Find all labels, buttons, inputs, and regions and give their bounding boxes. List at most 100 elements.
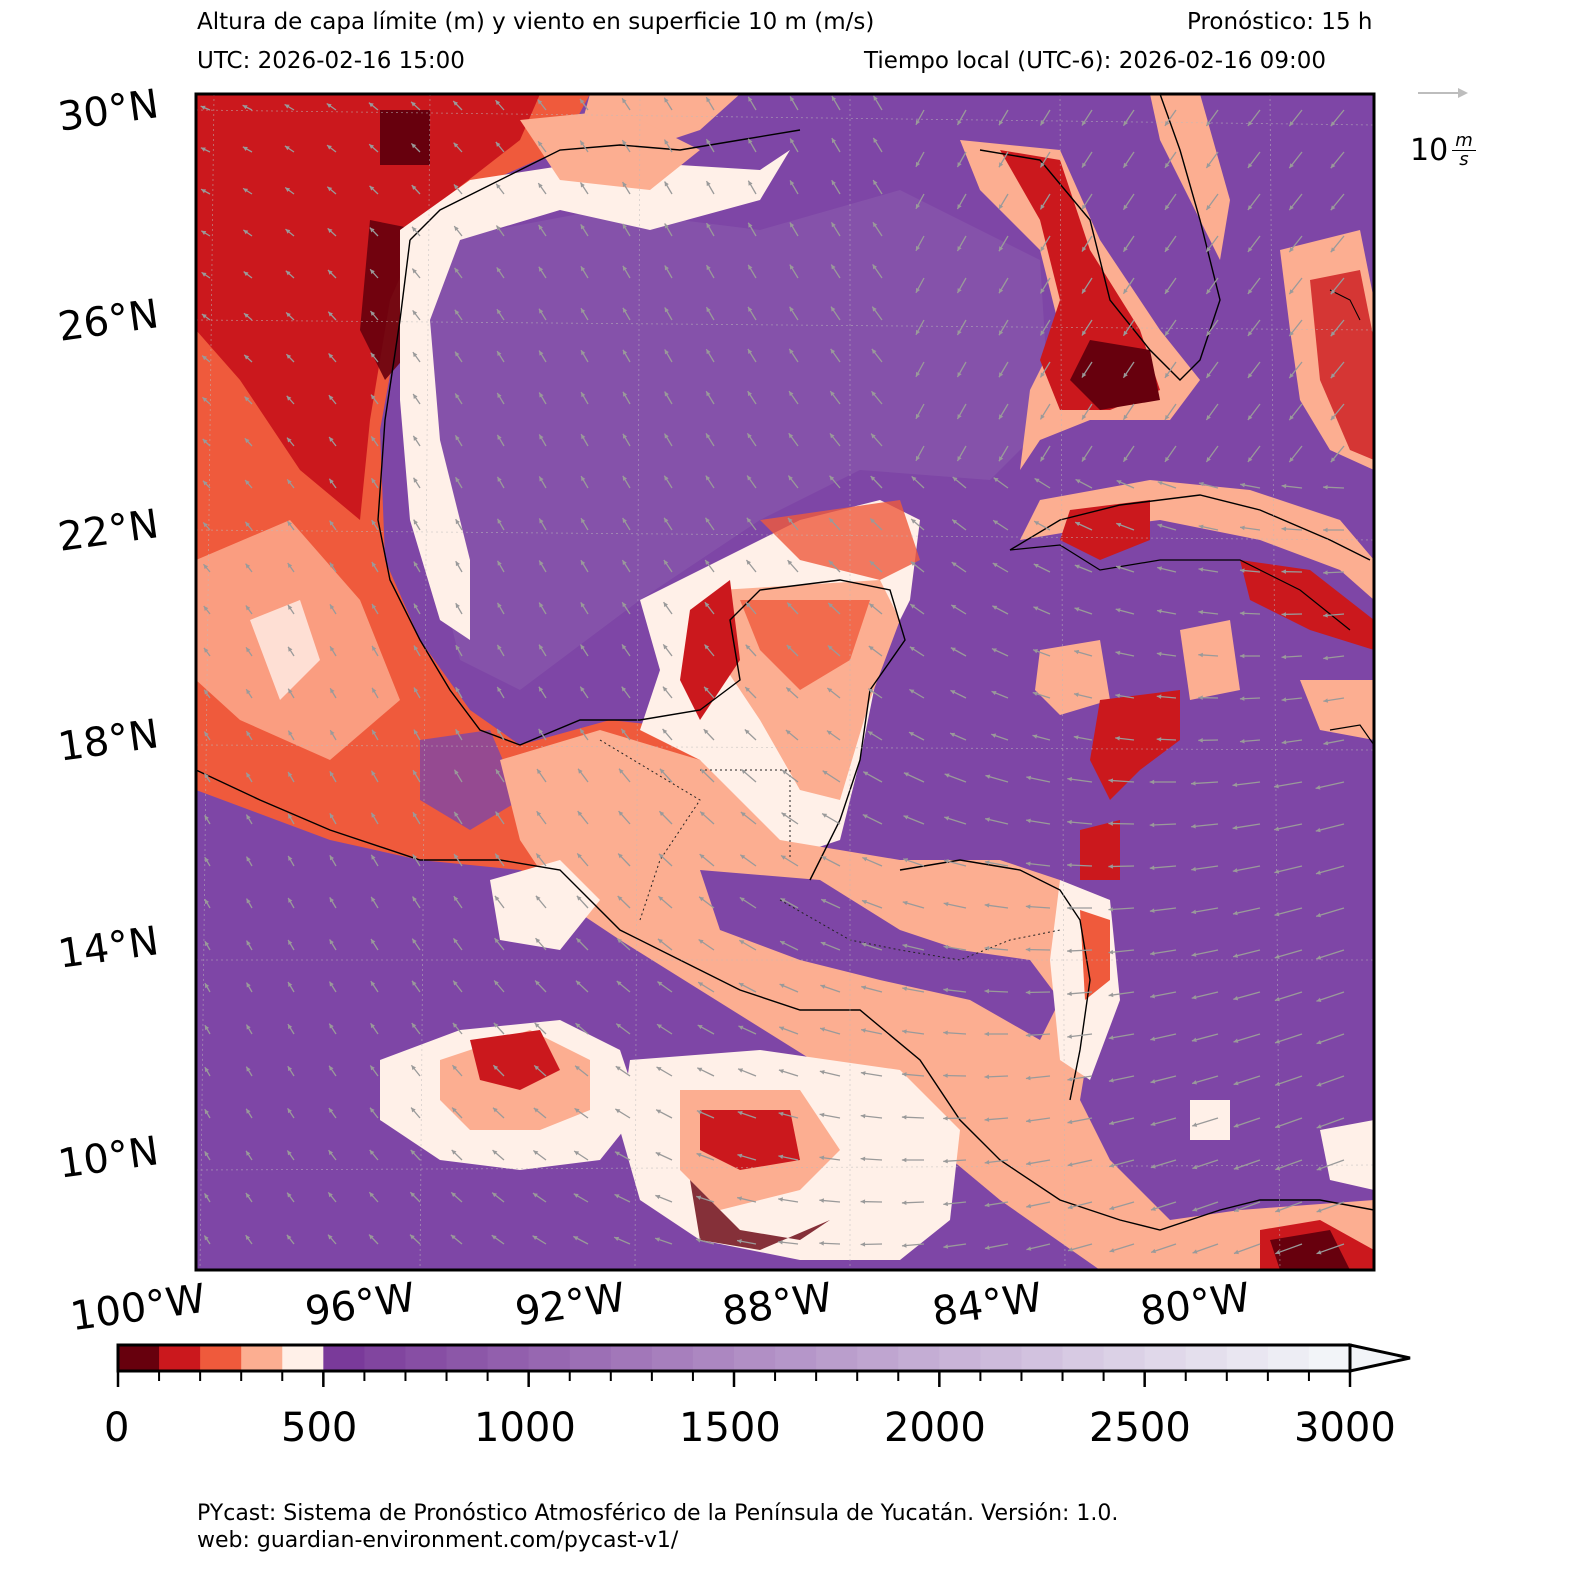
- wind-vector-head: [1123, 330, 1128, 336]
- colorbar-band: [610, 1345, 653, 1371]
- wind-vector-head: [819, 1112, 825, 1118]
- wind-vector-head: [1115, 736, 1120, 741]
- wind-vector-head: [901, 1072, 907, 1077]
- wind-vector-head: [706, 433, 711, 439]
- wind-vector-head: [539, 434, 544, 440]
- wind-vector-head: [909, 689, 915, 694]
- wind-vector-head: [1239, 653, 1245, 659]
- wind-vector-head: [901, 1243, 907, 1248]
- wind-vector-head: [737, 1153, 743, 1159]
- wind-vector-head: [371, 520, 376, 526]
- wind-vector-head: [1074, 564, 1080, 569]
- wind-vector-head: [495, 811, 500, 817]
- wind-vector-head: [861, 985, 867, 990]
- wind-vector-head: [985, 817, 990, 822]
- wind-vector-head: [1123, 456, 1128, 462]
- wind-vector-head: [1149, 822, 1155, 828]
- wind-vector-head: [1164, 414, 1170, 420]
- wind-vector-head: [1275, 1208, 1281, 1213]
- wind-vector-head: [1067, 948, 1072, 954]
- wind-vector-head: [492, 1192, 498, 1198]
- wind-vector-head: [957, 120, 962, 126]
- wind-vector-head: [412, 896, 417, 902]
- wind-vector-head: [910, 604, 916, 609]
- wind-vector-head: [659, 768, 665, 774]
- wind-vector-head: [453, 142, 459, 148]
- wind-vector-head: [1033, 649, 1038, 654]
- wind-vector-head: [370, 352, 376, 358]
- wind-vector-head: [288, 982, 293, 988]
- wind-key-arrow: [1418, 88, 1468, 98]
- wind-vector-head: [1198, 481, 1204, 487]
- boundary-layer-field: [196, 94, 1374, 1270]
- wind-vector: [1275, 1201, 1303, 1213]
- wind-vector-head: [497, 351, 502, 357]
- wind-vector-head: [1206, 163, 1211, 168]
- wind-vector-head: [329, 1065, 334, 1071]
- wind-vector-head: [748, 264, 753, 270]
- wind-vector-head: [706, 265, 711, 271]
- wind-vector-head: [1233, 996, 1239, 1001]
- wind-vector-head: [245, 605, 251, 611]
- wind-vector-head: [496, 309, 502, 315]
- wind-vector-head: [494, 938, 500, 944]
- wind-vector-head: [1164, 288, 1170, 294]
- wind-vector-head: [985, 774, 991, 779]
- wind-vector-head: [786, 645, 792, 650]
- wind-vector-head: [1040, 204, 1045, 210]
- wind-vector-head: [829, 518, 834, 523]
- wind-vector-head: [915, 119, 921, 125]
- wind-vector-head: [204, 689, 209, 695]
- wind-vector: [1275, 1159, 1303, 1171]
- colorbar-band: [159, 1345, 201, 1371]
- wind-vector-head: [244, 396, 250, 402]
- wind-vector-head: [580, 644, 585, 650]
- wind-vector-head: [1233, 1207, 1239, 1212]
- wind-vector-head: [621, 728, 626, 734]
- wind-vector-head: [984, 1031, 989, 1037]
- wind-vector-head: [204, 857, 209, 863]
- wind-vector-head: [862, 814, 868, 819]
- wind-vector-head: [779, 1026, 785, 1031]
- colorbar-band: [118, 1345, 160, 1371]
- wind-vector-head: [203, 606, 209, 611]
- wind-vector-head: [746, 517, 752, 523]
- wind-vector-head: [706, 307, 711, 313]
- wind-vector-head: [789, 306, 794, 312]
- wind-vector-head: [580, 560, 586, 566]
- wind-vector-head: [943, 901, 949, 907]
- wind-vector-head: [455, 351, 460, 357]
- wind-vector-head: [1067, 1119, 1073, 1125]
- wind-vector-head: [454, 853, 459, 859]
- wind-vector-head: [536, 768, 542, 774]
- wind-vector-head: [656, 1109, 662, 1114]
- wind-vector-head: [867, 731, 873, 736]
- wind-vector-head: [614, 1194, 620, 1199]
- colorbar-band: [939, 1345, 981, 1371]
- wind-vector-head: [455, 645, 460, 651]
- wind-vector-head: [1239, 739, 1245, 744]
- wind-vector-head: [1123, 204, 1128, 210]
- colorbar-band: [487, 1345, 530, 1371]
- wind-vector-head: [998, 330, 1004, 336]
- wind-vector-head: [580, 602, 586, 608]
- wind-vector-head: [992, 605, 998, 610]
- wind-vector-head: [576, 938, 582, 944]
- wind-vector-head: [1281, 526, 1287, 532]
- wind-vector-head: [329, 478, 334, 484]
- wind-vector-head: [664, 517, 669, 523]
- wind-vector-head: [616, 1023, 622, 1029]
- wind-vector-head: [412, 226, 417, 232]
- wind-vector-head: [1281, 483, 1287, 489]
- wind-vector-head: [829, 433, 835, 439]
- wind-vector-head: [1191, 824, 1196, 829]
- wind-vector-head: [622, 307, 628, 313]
- wind-vector-head: [1192, 1080, 1197, 1085]
- wind-vector-head: [1289, 247, 1294, 253]
- wind-vector-head: [246, 1024, 251, 1030]
- wind-vector-head: [700, 769, 706, 774]
- wind-vector-head: [369, 144, 375, 149]
- colorbar-band: [1226, 1345, 1269, 1371]
- wind-vector-head: [737, 1196, 743, 1201]
- wind-vector-head: [1025, 990, 1031, 995]
